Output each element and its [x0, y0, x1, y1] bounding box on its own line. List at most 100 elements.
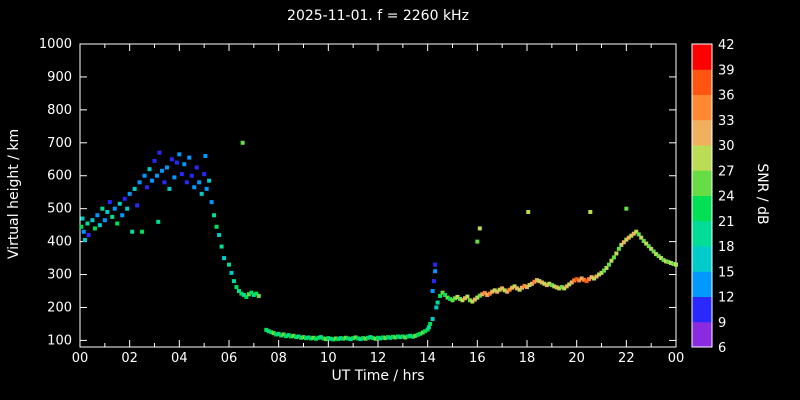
data-point: [544, 283, 549, 288]
data-point: [666, 260, 671, 265]
y-tick-label: 500: [47, 202, 72, 217]
data-point: [240, 140, 245, 145]
data-point: [487, 291, 492, 296]
data-point: [227, 262, 231, 267]
data-point: [398, 335, 403, 340]
colorbar-tick-label: 6: [718, 341, 726, 356]
x-tick-label: 00: [668, 351, 685, 366]
data-point: [125, 206, 130, 211]
data-point: [199, 191, 204, 196]
data-point: [431, 279, 436, 284]
data-point: [212, 213, 217, 218]
data-point: [306, 335, 311, 340]
data-point: [187, 155, 192, 160]
data-point: [112, 206, 117, 211]
colorbar-segment: [692, 44, 712, 70]
data-point: [588, 209, 593, 214]
plot-border: [79, 43, 677, 348]
data-point: [614, 251, 619, 256]
data-point: [619, 242, 624, 247]
data-point: [574, 277, 579, 282]
data-point: [202, 172, 207, 177]
data-point: [256, 293, 261, 298]
data-point: [418, 331, 423, 336]
data-point: [644, 241, 649, 246]
data-point: [654, 252, 659, 257]
data-point: [434, 305, 439, 310]
data-point: [452, 296, 457, 301]
data-point: [639, 235, 644, 240]
data-point: [209, 200, 214, 205]
colorbar-segment: [692, 94, 712, 121]
data-point: [130, 229, 135, 234]
colorbar-tick-label: 15: [718, 265, 735, 280]
x-tick-label: 06: [221, 351, 238, 366]
data-point: [82, 237, 87, 242]
data-point: [117, 201, 122, 206]
x-tick-label: 20: [568, 351, 585, 366]
data-point: [368, 335, 373, 340]
data-point: [127, 191, 132, 196]
x-tick-label: 16: [469, 351, 486, 366]
data-point: [609, 258, 614, 263]
data-point: [606, 262, 611, 267]
data-point: [597, 272, 602, 277]
data-point: [542, 281, 547, 286]
data-point: [167, 186, 172, 191]
x-tick-label: 12: [370, 351, 387, 366]
data-point: [378, 336, 383, 341]
colorbar-tick-label: 39: [718, 63, 735, 78]
data-point: [490, 289, 495, 294]
data-point: [569, 280, 574, 285]
colorbar-tick-label: 18: [718, 240, 735, 255]
data-point: [443, 292, 448, 297]
data-point: [90, 218, 95, 223]
colorbar-segment: [692, 145, 712, 171]
data-point: [408, 333, 413, 338]
data-point: [641, 238, 646, 243]
data-point: [323, 337, 328, 342]
data-point: [604, 265, 609, 270]
data-point: [115, 221, 120, 226]
data-point: [219, 244, 224, 249]
data-point: [251, 292, 256, 297]
data-point: [485, 292, 490, 297]
data-point: [527, 283, 532, 288]
data-point: [145, 185, 150, 190]
data-point: [303, 336, 308, 341]
data-point: [348, 337, 353, 342]
data-point: [403, 335, 408, 340]
x-axis-title: UT Time / hrs: [331, 368, 425, 384]
data-point: [159, 168, 164, 173]
data-point: [626, 235, 631, 240]
data-point: [457, 296, 462, 301]
data-point: [361, 336, 366, 341]
data-point: [234, 285, 239, 290]
data-point: [177, 152, 182, 157]
data-point: [413, 333, 418, 338]
data-point: [331, 337, 336, 342]
data-point: [428, 321, 433, 326]
data-point: [532, 279, 537, 284]
data-point: [549, 283, 554, 288]
data-point: [107, 200, 112, 205]
data-point: [110, 214, 115, 219]
data-point: [336, 337, 341, 342]
data-point: [356, 336, 361, 341]
data-point: [517, 287, 522, 292]
data-point: [154, 173, 159, 178]
data-point: [156, 219, 161, 224]
colorbar-segment: [692, 246, 712, 272]
data-point: [376, 335, 380, 340]
x-tick-label: 00: [72, 351, 89, 366]
data-point: [351, 336, 356, 341]
data-point: [254, 291, 259, 296]
colorbar-border: [691, 43, 713, 348]
data-point: [239, 291, 244, 296]
data-point: [157, 150, 162, 155]
data-point: [353, 335, 358, 340]
data-point: [80, 216, 85, 221]
data-point: [579, 276, 584, 281]
